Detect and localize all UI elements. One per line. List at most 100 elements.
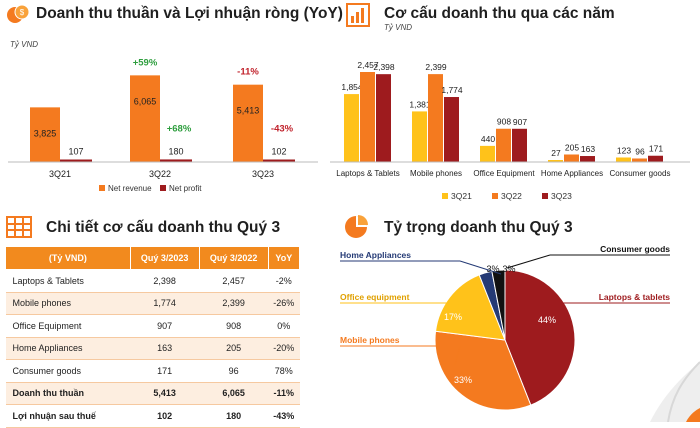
x-tick-label: Laptops & Tablets	[336, 169, 399, 178]
table-cell: Consumer goods	[5, 359, 131, 383]
table-icon	[6, 216, 32, 238]
revenue-share-pie: 44% Laptops & tablets 33% Mobile phones 17% O…	[340, 244, 670, 411]
table-cell: Lợi nhuận sau thuế	[5, 404, 131, 428]
category-bar	[564, 154, 579, 162]
pie-category-label: Consumer goods	[600, 244, 670, 254]
table-cell: 78%	[268, 359, 300, 383]
table-cell: -2%	[268, 269, 300, 293]
pie-category-label: Mobile phones	[340, 335, 400, 345]
table-cell: 102	[130, 404, 200, 428]
table-row: Consumer goods 171 96 78%	[5, 359, 300, 383]
x-tick-label: 3Q22	[149, 169, 171, 179]
revenue-profit-title: Doanh thu thuần và Lợi nhuận ròng (YoY)	[36, 5, 343, 22]
profit-value-label: 102	[271, 147, 286, 157]
revenue-bar	[130, 75, 160, 162]
category-bar	[648, 155, 663, 162]
pie-percent-label: 17%	[444, 312, 462, 322]
profit-bar	[60, 159, 92, 162]
x-tick-label: Office Equipment	[473, 169, 535, 178]
table-cell: 6,065	[199, 382, 269, 405]
profit-value-label: 107	[68, 147, 83, 157]
detail-table: (Tỷ VND) Quý 3/2023 Quý 3/2022 YoY Laptops …	[5, 246, 301, 428]
pie-leader-line	[506, 254, 551, 269]
legend-label: 3Q22	[501, 191, 522, 201]
bar-value-label: 2,457	[357, 60, 379, 70]
category-bar	[548, 160, 563, 162]
category-bar	[360, 72, 375, 162]
category-bar	[412, 111, 427, 162]
table-cell: Laptops & Tablets	[5, 269, 131, 293]
pie-slice	[504, 269, 576, 406]
category-bar	[428, 74, 443, 162]
x-tick-label: Home Appliances	[541, 169, 603, 178]
pie-percent-label: 33%	[454, 375, 472, 385]
legend-label: 3Q23	[551, 191, 572, 201]
table-row: Lợi nhuận sau thuế 102 180 -43%	[5, 404, 300, 428]
column-header: (Tỷ VND)	[5, 246, 131, 270]
table-row: Doanh thu thuần 5,413 6,065 -11%	[5, 382, 300, 405]
pie-chart-icon	[343, 214, 369, 240]
revenue-value-label: 3,825	[34, 128, 57, 138]
column-header: Quý 3/2023	[129, 246, 200, 270]
bar-value-label: 1,774	[441, 85, 463, 95]
table-cell: 2,457	[199, 269, 269, 293]
category-bar	[344, 94, 359, 162]
pie-percent-label: 3%	[486, 264, 499, 274]
table-cell: 5,413	[130, 382, 200, 405]
bar-value-label: 96	[635, 146, 645, 156]
svg-text:$: $	[20, 8, 25, 17]
bar-chart-icon	[346, 3, 370, 27]
category-bar	[480, 145, 495, 162]
legend-swatch	[442, 193, 448, 199]
x-tick-label: 3Q21	[49, 169, 71, 179]
column-header: YoY	[267, 246, 301, 270]
page-curl-decoration	[650, 361, 700, 422]
detail-table-title: Chi tiết cơ cấu doanh thu Quý 3	[46, 219, 281, 236]
table-cell: Mobile phones	[5, 292, 131, 315]
bar-value-label: 2,398	[373, 62, 395, 72]
bar-value-label: 1,381	[409, 99, 431, 109]
profit-yoy-label: +68%	[167, 123, 192, 134]
table-cell: -20%	[268, 337, 300, 360]
legend-swatch	[99, 185, 105, 191]
table-row: Home Appliances 163 205 -20%	[5, 337, 300, 360]
category-bar	[616, 157, 631, 162]
bar-value-label: 440	[481, 134, 495, 144]
pie-slice	[434, 274, 506, 341]
table-cell: -43%	[268, 404, 300, 428]
table-cell: 2,399	[199, 292, 269, 315]
table-cell: Doanh thu thuần	[5, 382, 131, 405]
category-bar	[632, 158, 647, 162]
bar-value-label: 907	[513, 117, 527, 127]
category-bar	[376, 74, 391, 162]
table-cell: Home Appliances	[5, 337, 131, 360]
table-cell: 908	[199, 314, 269, 338]
revenue-profit-chart: 3,825 107 3Q21 6,065 180 +59% +68% 3Q22 5,413 102…	[8, 57, 318, 193]
table-row: Mobile phones 1,774 2,399 -26%	[5, 292, 300, 315]
table-cell: 0%	[268, 314, 300, 338]
table-cell: 171	[130, 359, 200, 383]
category-bar	[580, 156, 595, 162]
table-cell: 180	[199, 404, 269, 428]
legend-swatch	[492, 193, 498, 199]
revenue-bar	[233, 84, 263, 162]
table-cell: 1,774	[130, 292, 200, 315]
table-row: Laptops & Tablets 2,398 2,457 -2%	[5, 269, 300, 293]
column-header: Quý 3/2022	[198, 246, 269, 270]
bar-value-label: 163	[581, 144, 595, 154]
revenue-value-label: 5,413	[237, 106, 260, 116]
legend-swatch	[160, 185, 166, 191]
pie-percent-label: 44%	[538, 315, 556, 325]
x-tick-label: 3Q23	[252, 169, 274, 179]
category-bar	[444, 97, 459, 162]
pie-leader-line	[446, 302, 461, 311]
revenue-value-label: 6,065	[134, 96, 157, 106]
bar-value-label: 908	[497, 117, 511, 127]
x-tick-label: Consumer goods	[610, 169, 671, 178]
bar-value-label: 123	[617, 145, 631, 155]
pie-category-label: Laptops & tablets	[599, 292, 670, 302]
table-cell: -11%	[268, 382, 300, 405]
x-tick-label: Mobile phones	[410, 169, 462, 178]
revenue-bar	[30, 107, 60, 162]
